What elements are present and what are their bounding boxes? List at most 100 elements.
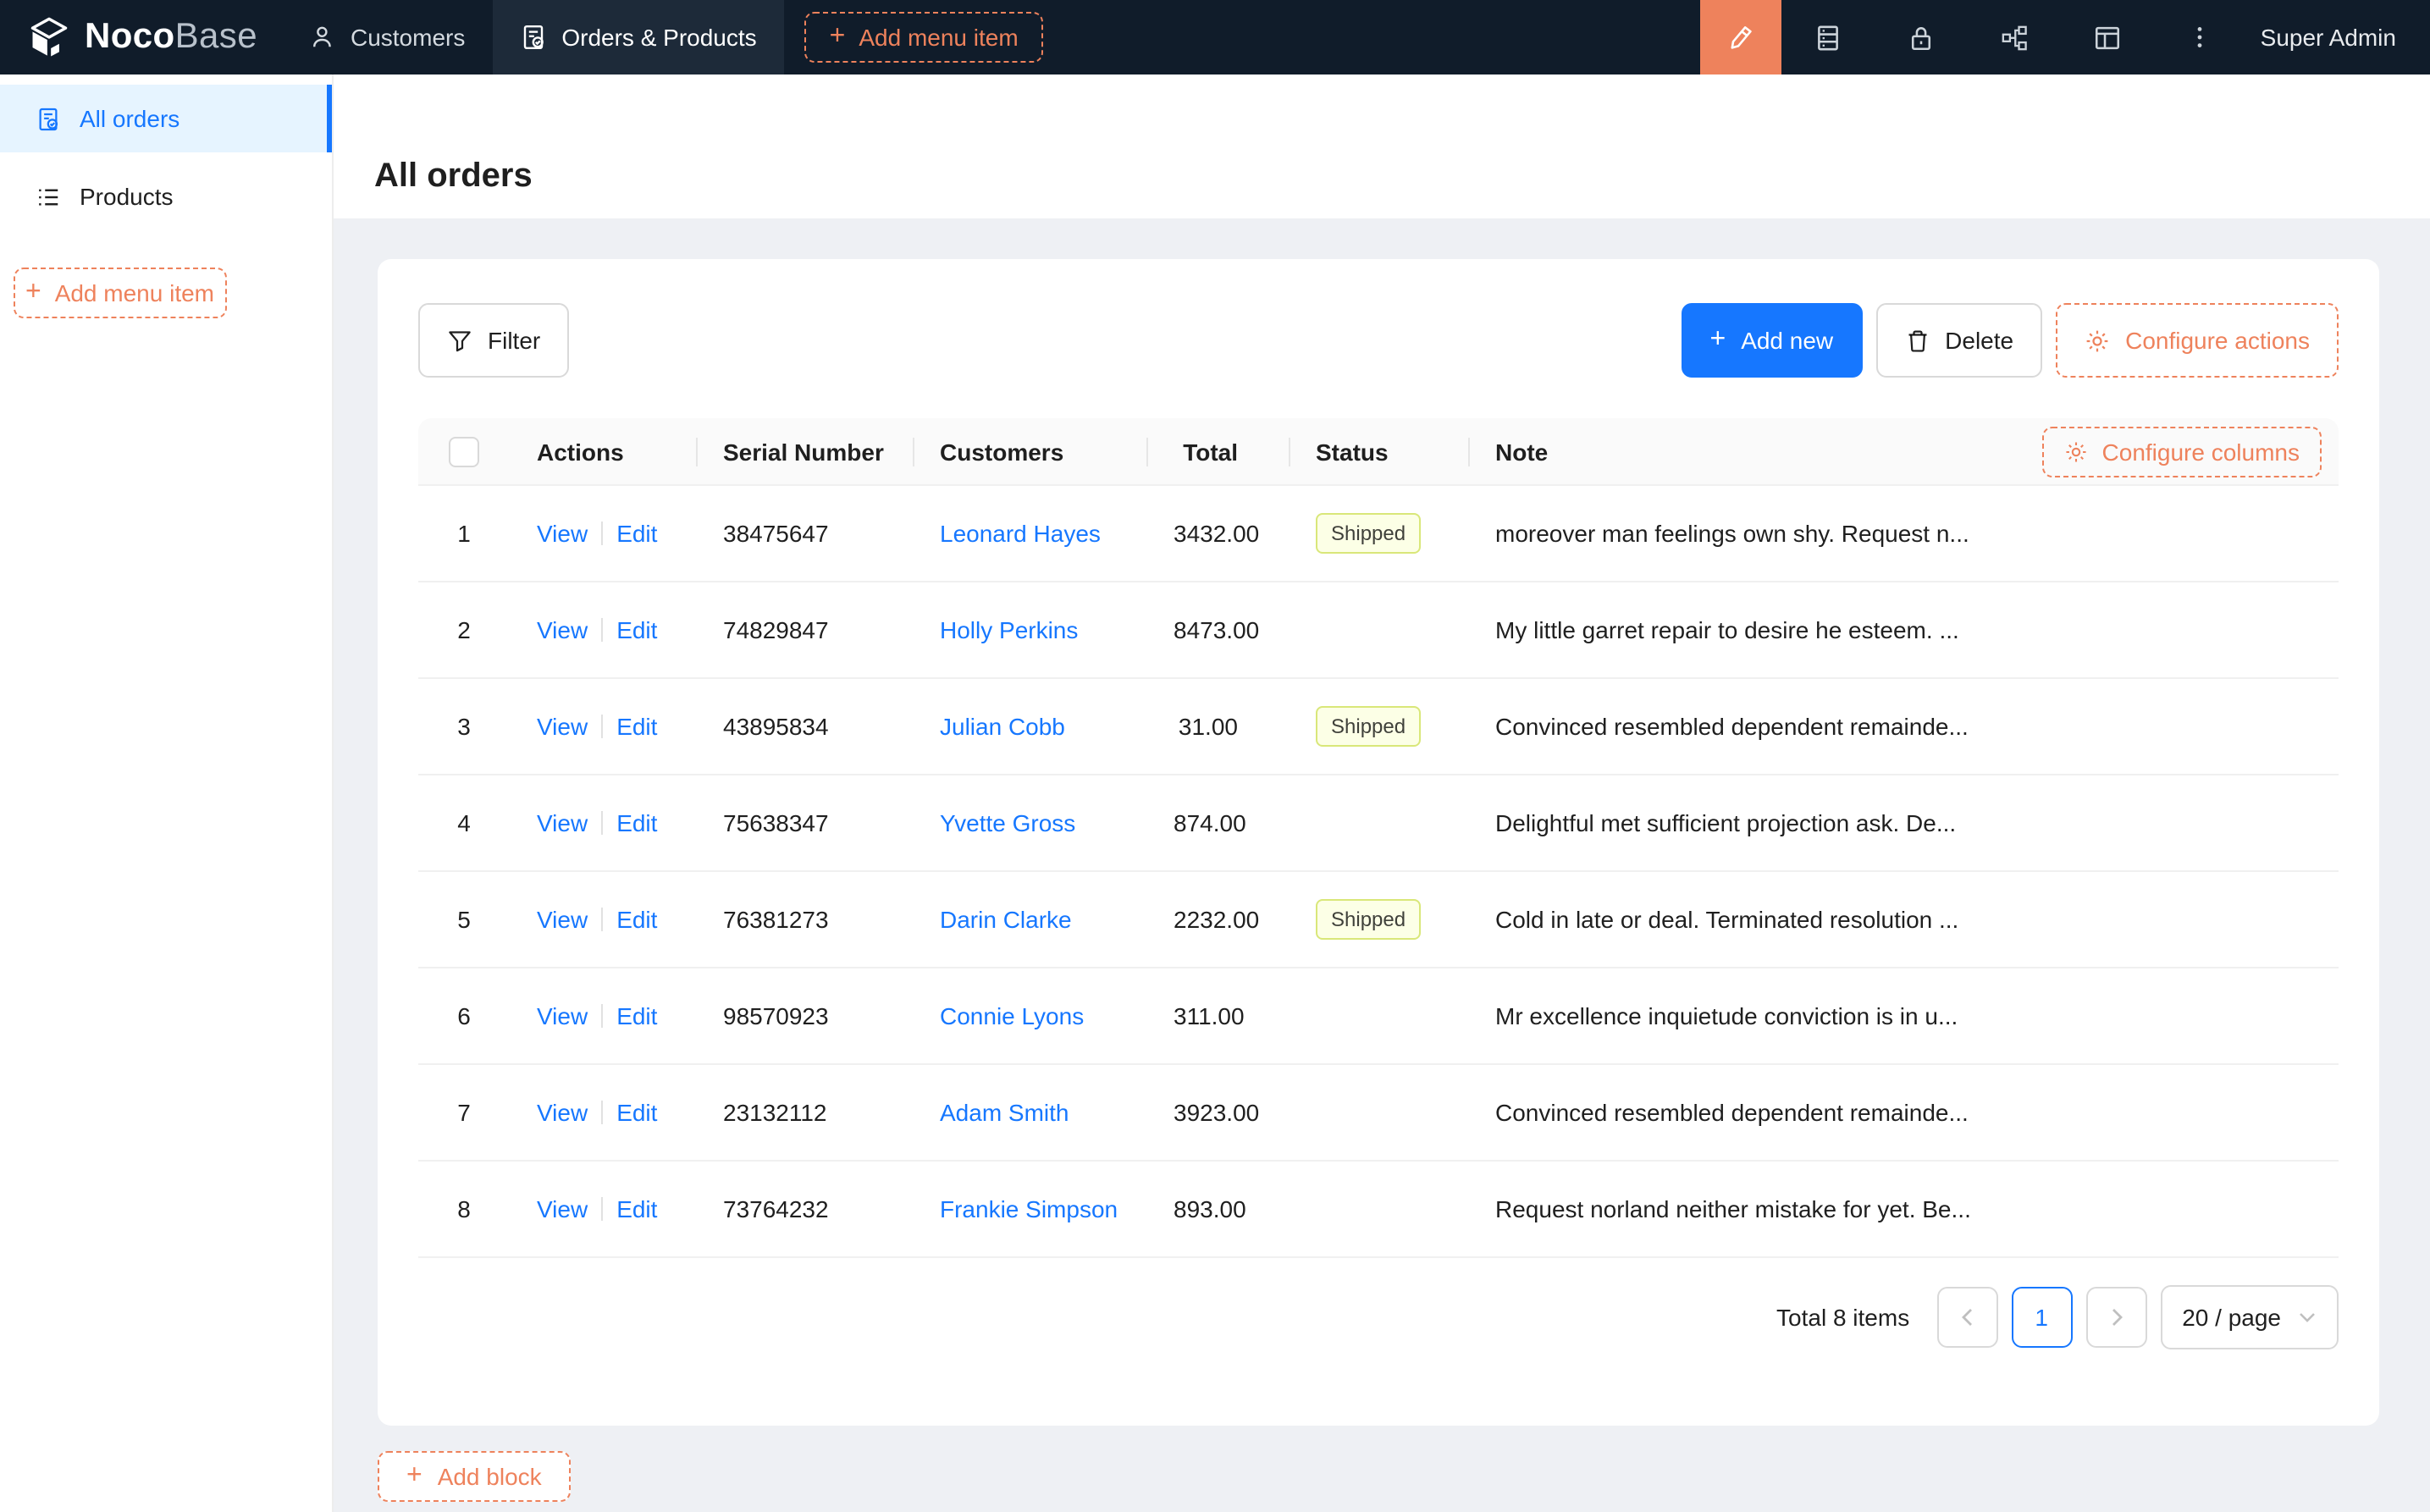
row-actions-cell: View Edit [510,616,696,643]
status-cell: Shipped [1289,513,1468,554]
serial-number-cell: 38475647 [723,520,829,547]
prev-page-button[interactable] [1936,1287,1998,1348]
edit-link[interactable]: Edit [616,1195,658,1222]
total-cell: 3923.00 [1174,1099,1260,1126]
gear-icon [2065,439,2089,463]
table-toolbar: Filter + Add new [418,303,2339,378]
user-menu[interactable]: Super Admin [2260,24,2396,51]
nav-tab-label: Orders & Products [561,24,757,51]
table-row: 1 View Edit 38475647 Leonard Hayes 3432.… [418,486,2339,582]
table-row: 8 View Edit 73764232 Frankie Simpson 893… [418,1162,2339,1258]
customer-link[interactable]: Darin Clarke [940,906,1072,933]
table-row: 3 View Edit 43895834 Julian Cobb 31.00 [418,679,2339,775]
row-actions-cell: View Edit [510,906,696,933]
divider [601,1004,604,1028]
table-row: 2 View Edit 74829847 Holly Perkins 8473.… [418,582,2339,679]
filter-button[interactable]: Filter [418,303,570,378]
plus-icon: + [25,278,41,306]
sidebar-item-label: Products [80,183,174,210]
status-tag: Shipped [1316,706,1422,747]
table-header-row: Actions Serial Number Customers Total St… [418,418,2339,486]
delete-button[interactable]: Delete [1875,303,2043,378]
file-done-icon [519,24,546,51]
more-icon[interactable] [2154,0,2247,74]
view-link[interactable]: View [537,1002,588,1029]
serial-number-cell: 73764232 [723,1195,829,1222]
edit-link[interactable]: Edit [616,1099,658,1126]
view-link[interactable]: View [537,713,588,740]
view-link[interactable]: View [537,906,588,933]
sidebar-item-products[interactable]: Products [0,163,332,230]
nav-tab-orders-products[interactable]: Orders & Products [492,0,784,74]
view-link[interactable]: View [537,520,588,547]
page-size-select[interactable]: 20 / page [2160,1285,2339,1349]
view-link[interactable]: View [537,809,588,836]
customer-link[interactable]: Connie Lyons [940,1002,1085,1029]
nav-tab-customers[interactable]: Customers [281,0,492,74]
add-block-button[interactable]: + Add block [378,1451,571,1502]
row-index: 6 [457,1002,471,1029]
row-actions-cell: View Edit [510,1002,696,1029]
user-icon [308,24,335,51]
view-link[interactable]: View [537,616,588,643]
customer-link[interactable]: Adam Smith [940,1099,1069,1126]
page-title: All orders [374,157,533,195]
row-actions-cell: View Edit [510,1195,696,1222]
lock-icon[interactable] [1875,0,1968,74]
customer-link[interactable]: Julian Cobb [940,713,1065,740]
next-page-button[interactable] [2085,1287,2147,1348]
view-link[interactable]: View [537,1195,588,1222]
partition-icon[interactable] [1968,0,2061,74]
edit-link[interactable]: Edit [616,520,658,547]
list-icon [36,184,61,209]
gear-icon [2085,328,2110,353]
main-area: All orders Filter [334,74,2430,1512]
nav-tab-label: Customers [350,24,466,51]
total-cell: 874.00 [1174,809,1246,836]
sidebar-add-menu-item-button[interactable]: + Add menu item [14,268,227,318]
edit-link[interactable]: Edit [616,906,658,933]
nav-add-menu-item-button[interactable]: + Add menu item [804,12,1044,63]
customer-link[interactable]: Yvette Gross [940,809,1076,836]
view-link[interactable]: View [537,1099,588,1126]
configure-actions-button[interactable]: Configure actions [2056,303,2339,378]
row-index: 7 [457,1099,471,1126]
plus-icon: + [406,1461,422,1490]
edit-link[interactable]: Edit [616,809,658,836]
total-cell: 893.00 [1174,1195,1246,1222]
add-new-button[interactable]: + Add new [1681,303,1863,378]
status-tag: Shipped [1316,513,1422,554]
edit-link[interactable]: Edit [616,1002,658,1029]
row-actions-cell: View Edit [510,809,696,836]
filter-icon [447,328,472,353]
select-all-checkbox[interactable] [449,436,479,466]
status-tag: Shipped [1316,899,1422,940]
row-index: 8 [457,1195,471,1222]
note-cell: Delightful met sufficient projection ask… [1495,809,1957,836]
database-icon[interactable] [1781,0,1875,74]
edit-link[interactable]: Edit [616,616,658,643]
table-row: 4 View Edit 75638347 Yvette Gross 874.00 [418,775,2339,872]
row-actions-cell: View Edit [510,1099,696,1126]
serial-number-cell: 74829847 [723,616,829,643]
layout-icon[interactable] [2061,0,2154,74]
customer-link[interactable]: Leonard Hayes [940,520,1101,547]
configure-columns-button[interactable]: Configure columns [2042,426,2322,477]
chevron-down-icon [2298,1311,2317,1324]
edit-link[interactable]: Edit [616,713,658,740]
orders-table: Actions Serial Number Customers Total St… [418,418,2339,1258]
sidebar-item-all-orders[interactable]: All orders [0,85,332,152]
page-header: All orders [334,74,2430,218]
customer-link[interactable]: Frankie Simpson [940,1195,1118,1222]
ui-editor-button[interactable] [1699,0,1781,74]
row-actions-cell: View Edit [510,520,696,547]
chevron-right-icon [2112,1309,2123,1326]
content-area: Filter + Add new [334,218,2430,1512]
nocobase-logo-icon [27,15,71,59]
customer-link[interactable]: Holly Perkins [940,616,1079,643]
divider [601,521,604,545]
status-cell: Shipped [1289,706,1468,747]
page-1-button[interactable]: 1 [2011,1287,2073,1348]
nocobase-logo[interactable]: NocoBase [0,0,281,74]
